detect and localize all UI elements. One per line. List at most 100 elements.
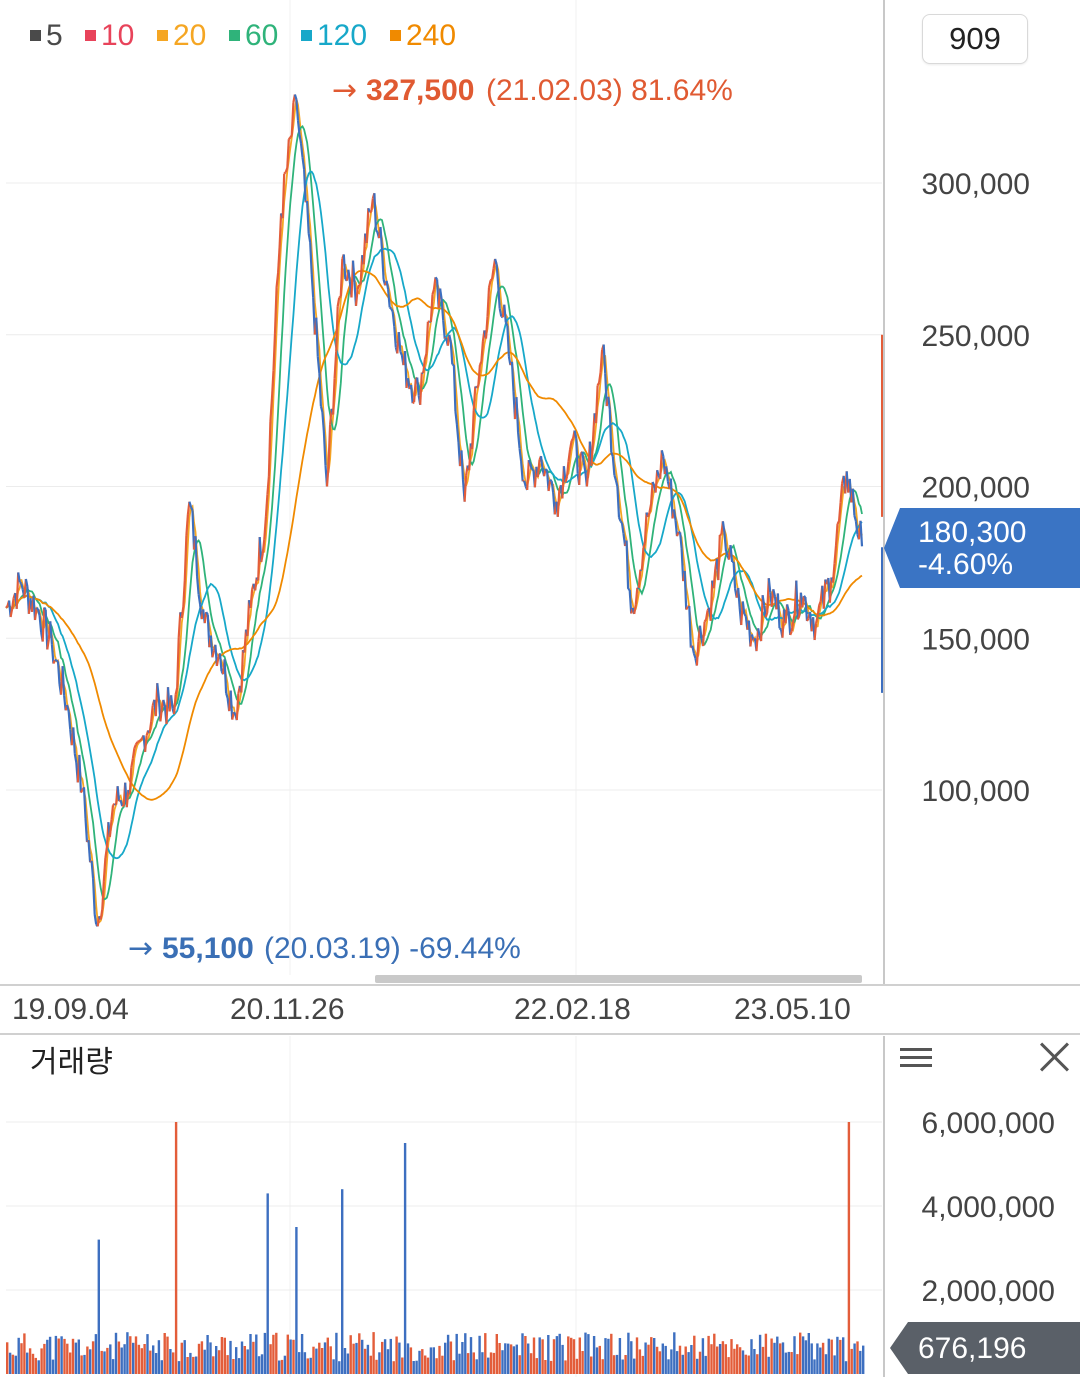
price-segment: [78, 754, 82, 793]
price-segment: [393, 326, 397, 348]
price-segment: [301, 156, 306, 170]
price-segment: [787, 610, 792, 635]
price-segment: [260, 553, 264, 563]
volume-bar: [106, 1347, 109, 1374]
period-count-badge[interactable]: 909: [922, 14, 1028, 64]
price-segment: [611, 456, 616, 476]
price-segment: [575, 438, 579, 474]
volume-bar: [20, 1343, 23, 1374]
price-segment: [266, 476, 270, 495]
volume-bar: [343, 1348, 347, 1374]
volume-bar: [641, 1355, 644, 1374]
menu-icon[interactable]: [900, 1043, 932, 1071]
price-segment: [307, 233, 312, 243]
price-segment: [177, 612, 182, 638]
price-segment: [273, 287, 278, 334]
price-segment: [50, 644, 55, 664]
volume-bar: [549, 1360, 553, 1374]
volume-bar: [793, 1336, 796, 1374]
price-segment: [380, 249, 385, 280]
price-segment: [46, 639, 50, 650]
volume-bar: [627, 1332, 630, 1374]
price-segment: [416, 377, 420, 396]
price-segment: [475, 385, 480, 389]
volume-bar: [260, 1354, 264, 1374]
volume-bar: [509, 1344, 513, 1374]
volume-bar: [237, 1358, 241, 1374]
volume-bar: [704, 1355, 707, 1374]
price-segment: [261, 539, 266, 554]
price-segment: [637, 569, 642, 588]
volume-bar: [94, 1334, 98, 1374]
volume-bar: [552, 1339, 556, 1374]
price-segment: [272, 333, 277, 371]
price-segment: [303, 169, 307, 203]
volume-bar: [684, 1346, 687, 1374]
legend-label-10: 10: [101, 19, 134, 52]
close-icon[interactable]: [1038, 1040, 1072, 1074]
price-segment: [385, 280, 390, 290]
price-segment: [778, 627, 782, 631]
price-segment: [688, 606, 692, 648]
volume-bar: [538, 1337, 541, 1374]
price-segment: [616, 486, 621, 518]
ma-line-120: [5, 170, 863, 860]
price-segment: [130, 758, 134, 768]
price-segment: [831, 563, 836, 583]
volume-bar: [154, 1353, 158, 1374]
price-segment: [796, 615, 801, 620]
volume-bar: [435, 1358, 438, 1374]
price-segment: [764, 612, 769, 618]
volume-bar: [799, 1332, 802, 1374]
volume-bar: [200, 1341, 204, 1374]
volume-bar: [372, 1332, 375, 1374]
volume-bar: [83, 1354, 86, 1374]
price-segment: [432, 277, 437, 290]
price-segment: [205, 611, 209, 616]
price-segment: [712, 568, 717, 589]
volume-bar: [561, 1344, 564, 1374]
price-segment: [564, 476, 569, 483]
volume-bar: [621, 1359, 624, 1374]
ma-line-20: [5, 98, 863, 924]
volume-tick-label: 6,000,000: [922, 1107, 1055, 1140]
price-segment: [568, 440, 573, 451]
price-segment: [289, 134, 293, 139]
volume-bar: [429, 1347, 433, 1374]
volume-bar: [129, 1336, 132, 1374]
price-segment: [822, 579, 827, 609]
price-tick-label: 100,000: [922, 775, 1030, 808]
price-segment: [732, 561, 737, 589]
volume-bar: [280, 1359, 284, 1374]
price-tick-label: 300,000: [922, 168, 1030, 201]
volume-bar: [292, 1339, 295, 1374]
volume-bar: [555, 1336, 559, 1374]
price-segment: [370, 198, 374, 212]
price-segment: [325, 466, 330, 487]
price-segment: [277, 246, 281, 273]
price-segment: [125, 789, 130, 808]
volume-bar: [235, 1347, 238, 1374]
volume-bar: [303, 1352, 307, 1374]
price-segment: [491, 268, 495, 280]
current-price-change: -4.60%: [918, 548, 1013, 581]
price-segment: [449, 341, 454, 365]
price-segment: [24, 578, 29, 587]
volume-bar: [667, 1359, 670, 1374]
volume-tick-label: 2,000,000: [922, 1275, 1055, 1308]
volume-bar: [69, 1352, 72, 1374]
volume-bar: [269, 1344, 272, 1374]
volume-bar: [598, 1345, 601, 1374]
volume-bar: [587, 1334, 590, 1374]
price-segment: [356, 284, 361, 290]
price-segment: [203, 611, 208, 624]
volume-bar: [257, 1356, 261, 1374]
time-scrollbar[interactable]: [375, 975, 862, 983]
price-segment: [643, 512, 648, 544]
volume-bar: [220, 1337, 224, 1374]
volume-bar: [501, 1350, 504, 1374]
price-segment: [423, 353, 428, 360]
price-segment: [468, 443, 472, 471]
volume-bar: [163, 1333, 166, 1374]
